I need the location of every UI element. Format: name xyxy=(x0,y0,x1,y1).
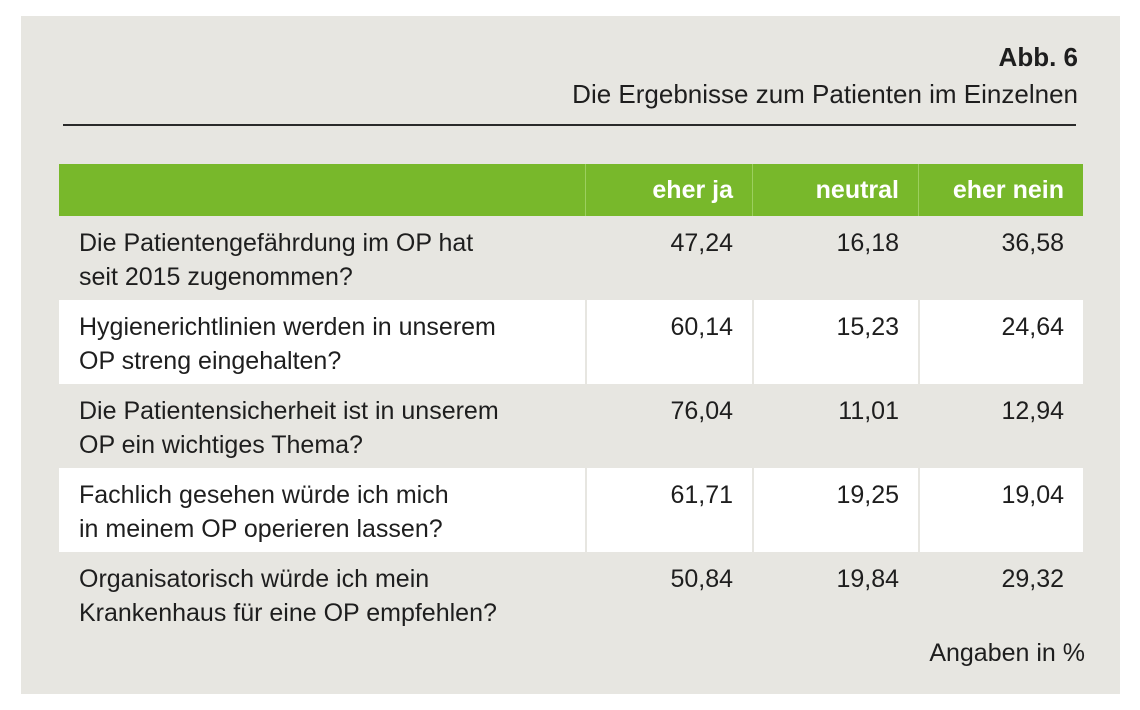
row-label: Hygienerichtlinien werden in unserem OP … xyxy=(59,300,585,384)
row-label-line: Krankenhaus für eine OP empfehlen? xyxy=(79,599,497,627)
header-eher-ja: eher ja xyxy=(585,164,752,216)
table-row: Organisatorisch würde ich mein Krankenha… xyxy=(59,552,1083,636)
row-label: Fachlich gesehen würde ich mich in meine… xyxy=(59,468,585,552)
figure-panel: Abb. 6 Die Ergebnisse zum Patienten im E… xyxy=(21,16,1120,694)
header-eher-nein: eher nein xyxy=(918,164,1083,216)
units-footnote: Angaben in % xyxy=(929,639,1085,667)
row-label-line: OP streng eingehalten? xyxy=(79,347,342,375)
table-header-row: eher ja neutral eher nein xyxy=(59,164,1083,216)
value-neutral: 15,23 xyxy=(752,300,918,384)
value-eher-nein: 19,04 xyxy=(918,468,1083,552)
figure-number: Abb. 6 xyxy=(998,42,1078,72)
row-label-line: Organisatorisch würde ich mein xyxy=(79,565,430,593)
row-label: Die Patientensicherheit ist in unserem O… xyxy=(59,384,585,468)
title-divider xyxy=(63,124,1076,126)
header-neutral: neutral xyxy=(752,164,918,216)
value-eher-nein: 36,58 xyxy=(918,216,1083,300)
row-label: Organisatorisch würde ich mein Krankenha… xyxy=(59,552,585,636)
figure-title: Die Ergebnisse zum Patienten im Einzelne… xyxy=(572,79,1078,109)
table-row: Hygienerichtlinien werden in unserem OP … xyxy=(59,300,1083,384)
value-eher-nein: 29,32 xyxy=(918,552,1083,636)
row-label-line: Hygienerichtlinien werden in unserem xyxy=(79,313,496,341)
value-neutral: 11,01 xyxy=(752,384,918,468)
value-neutral: 19,84 xyxy=(752,552,918,636)
row-label-line: Die Patientensicherheit ist in unserem xyxy=(79,397,499,425)
row-label-line: in meinem OP operieren lassen? xyxy=(79,515,443,543)
table-row: Die Patientengefährdung im OP hat seit 2… xyxy=(59,216,1083,300)
value-neutral: 16,18 xyxy=(752,216,918,300)
row-label: Die Patientengefährdung im OP hat seit 2… xyxy=(59,216,585,300)
value-eher-nein: 12,94 xyxy=(918,384,1083,468)
row-label-line: OP ein wichtiges Thema? xyxy=(79,431,363,459)
value-eher-ja: 47,24 xyxy=(585,216,752,300)
value-eher-ja: 50,84 xyxy=(585,552,752,636)
header-empty-cell xyxy=(59,164,585,216)
value-eher-ja: 60,14 xyxy=(585,300,752,384)
row-label-line: Fachlich gesehen würde ich mich xyxy=(79,481,449,509)
table-row: Fachlich gesehen würde ich mich in meine… xyxy=(59,468,1083,552)
results-table: eher ja neutral eher nein Die Patienteng… xyxy=(59,164,1083,636)
row-label-line: Die Patientengefährdung im OP hat xyxy=(79,229,474,257)
value-neutral: 19,25 xyxy=(752,468,918,552)
value-eher-nein: 24,64 xyxy=(918,300,1083,384)
row-label-line: seit 2015 zugenommen? xyxy=(79,263,353,291)
table-row: Die Patientensicherheit ist in unserem O… xyxy=(59,384,1083,468)
value-eher-ja: 76,04 xyxy=(585,384,752,468)
value-eher-ja: 61,71 xyxy=(585,468,752,552)
